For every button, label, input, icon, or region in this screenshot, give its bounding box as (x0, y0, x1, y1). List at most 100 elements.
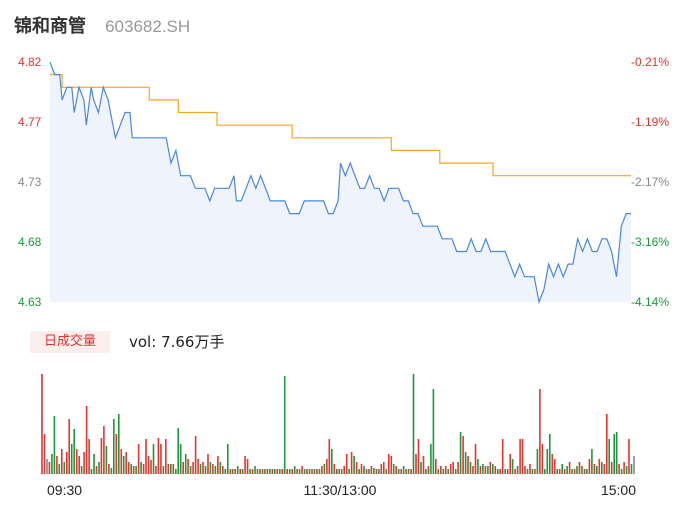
volume-bar (177, 428, 179, 474)
volume-bar (140, 462, 142, 474)
volume-bar (422, 456, 425, 474)
volume-bar (274, 469, 276, 474)
volume-bar (286, 469, 288, 474)
volume-bar (410, 469, 412, 474)
volume-bar (46, 459, 48, 474)
volume-bar (606, 414, 608, 474)
volume-bar (568, 462, 571, 474)
volume-bar (536, 449, 539, 474)
daily-volume-tag[interactable]: 日成交量 (30, 331, 110, 353)
volume-bar (427, 466, 430, 474)
stock-name: 锦和商管 (14, 16, 86, 37)
volume-bar (241, 469, 244, 474)
volume-bar (326, 459, 328, 474)
volume-bar (412, 374, 415, 474)
volume-bar (61, 449, 63, 474)
volume-bar (613, 434, 615, 474)
volume-bar (135, 466, 137, 474)
volume-bar (83, 452, 85, 474)
y-tick-right: -3.16% (631, 235, 669, 249)
volume-bar (113, 419, 115, 474)
volume-bar (98, 462, 100, 474)
volume-bar (318, 469, 321, 474)
volume-bar (504, 469, 506, 474)
x-tick: 15:00 (601, 482, 636, 498)
volume-bar (68, 419, 70, 474)
volume-bar (222, 466, 224, 474)
volume-bar (296, 469, 298, 474)
volume-bar (489, 462, 492, 474)
volume-bar (214, 466, 217, 474)
volume-bar (103, 426, 105, 474)
volume-bar (323, 464, 326, 474)
volume-bar (529, 464, 531, 474)
volume-bar (75, 449, 78, 474)
volume-bar (516, 466, 519, 474)
price-line (49, 61, 631, 305)
volume-bar (521, 439, 524, 474)
volume-bar (236, 466, 239, 474)
volume-bar (368, 469, 370, 474)
volume-bar (130, 464, 132, 474)
volume-bar (625, 466, 628, 474)
volume-bar (467, 456, 469, 474)
volume-bar (385, 469, 388, 474)
volume-bar (628, 439, 630, 474)
volume-bar (437, 469, 440, 474)
volume-bar (469, 462, 472, 474)
volume-readout-label: vol: (129, 333, 157, 351)
volume-bar (93, 454, 95, 474)
average-price-line (50, 74, 631, 177)
volume-bar (293, 466, 296, 474)
volume-bar (425, 469, 427, 474)
volume-bar (311, 469, 313, 474)
volume-bar (544, 469, 546, 474)
volume-bar (321, 466, 323, 474)
volume-bar (100, 438, 103, 474)
x-tick: 09:30 (47, 482, 82, 498)
volume-chart-area (41, 374, 635, 474)
volume-bar (358, 469, 360, 474)
volume-bar (192, 462, 194, 474)
volume-bar (375, 469, 378, 474)
volume-bar (472, 466, 474, 474)
volume-bar (623, 462, 625, 474)
volume-bar (420, 462, 422, 474)
volume-bar (534, 469, 536, 474)
volume-bar (415, 454, 417, 474)
volume-bar (110, 468, 113, 474)
volume-bar (373, 468, 375, 474)
volume-bar (167, 464, 170, 474)
volume-bar (276, 469, 279, 474)
volume-bar (596, 466, 598, 474)
volume-bar (298, 469, 301, 474)
volume-bar (479, 466, 482, 474)
volume-bar (105, 446, 108, 474)
volume-bar (90, 469, 93, 474)
volume-bar (355, 462, 358, 474)
volume-bar (316, 469, 318, 474)
volume-bar (581, 466, 583, 474)
volume-bar (63, 462, 66, 474)
volume-bar (492, 464, 494, 474)
volume-bar (353, 456, 355, 474)
volume-bar (514, 469, 516, 474)
volume-bar (120, 449, 123, 474)
volume-bar (127, 462, 130, 474)
volume-bar (189, 466, 192, 474)
volume-bar (501, 439, 504, 474)
price-area-fill (50, 62, 631, 302)
volume-bar (283, 376, 286, 474)
volume-bar (630, 464, 633, 474)
y-tick-right: -1.19% (631, 115, 669, 129)
volume-bar (511, 459, 514, 474)
volume-bar (165, 439, 167, 474)
volume-bar (179, 444, 182, 474)
volume-bar (546, 449, 549, 474)
volume-bar (462, 436, 464, 474)
volume-bar (363, 466, 365, 474)
volume-bar (524, 466, 526, 474)
volume-bar (194, 436, 197, 474)
volume-bar (593, 464, 596, 474)
volume-bar (234, 469, 236, 474)
